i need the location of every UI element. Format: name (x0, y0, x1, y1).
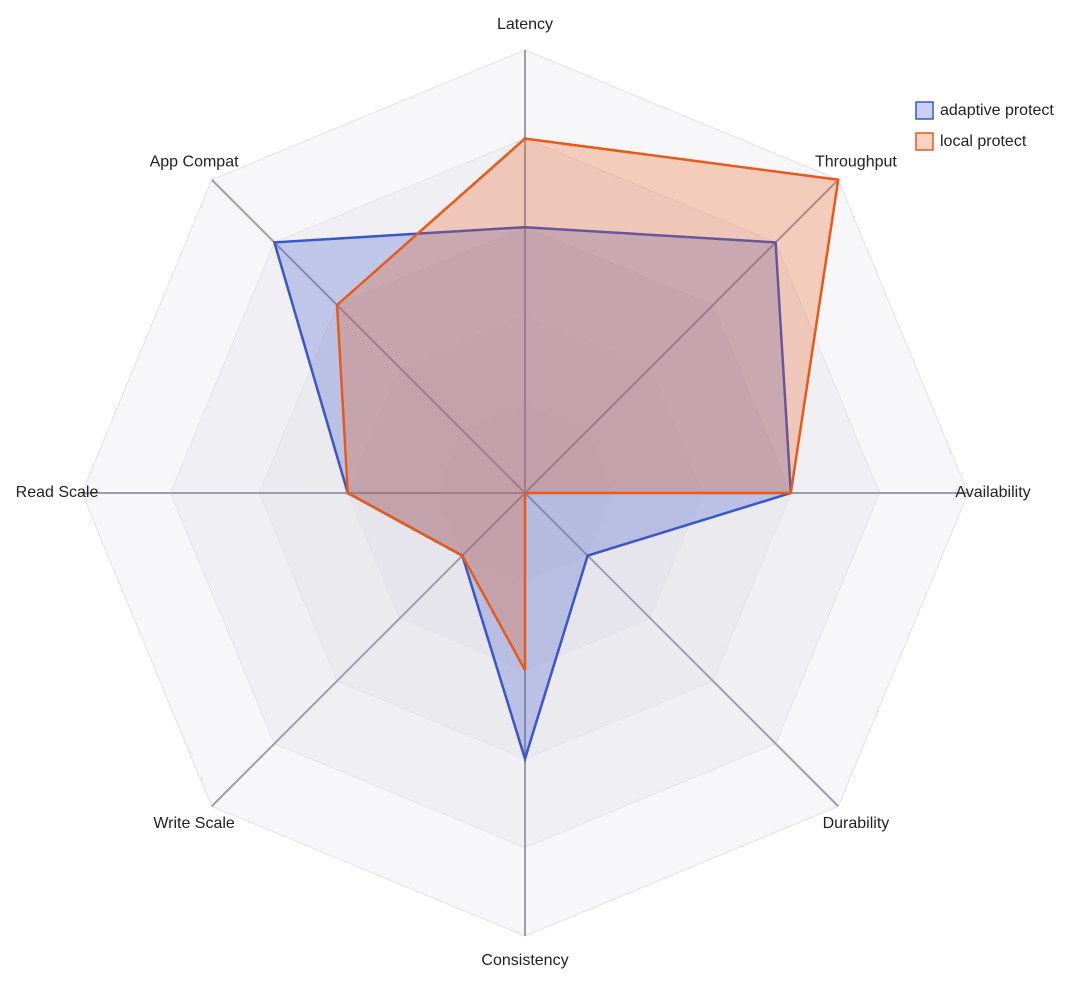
axis-label: Consistency (481, 952, 568, 969)
axis-label: Latency (497, 16, 553, 33)
axis-line (524, 492, 839, 807)
axis-label: Read Scale (16, 484, 99, 501)
legend-label: adaptive protect (940, 102, 1054, 119)
axis-line (524, 179, 839, 494)
axis-line (211, 179, 526, 494)
axis-label: Write Scale (153, 815, 235, 832)
axis-label: Throughput (815, 153, 897, 170)
legend-label: local protect (940, 133, 1027, 150)
axis-label: Availability (955, 484, 1030, 501)
series-area (335, 137, 840, 671)
legend-swatch (915, 101, 934, 120)
legend-swatch (915, 132, 934, 151)
axis-label: Durability (823, 815, 890, 832)
axis-label: App Compat (150, 153, 239, 170)
axis-line (211, 492, 526, 807)
